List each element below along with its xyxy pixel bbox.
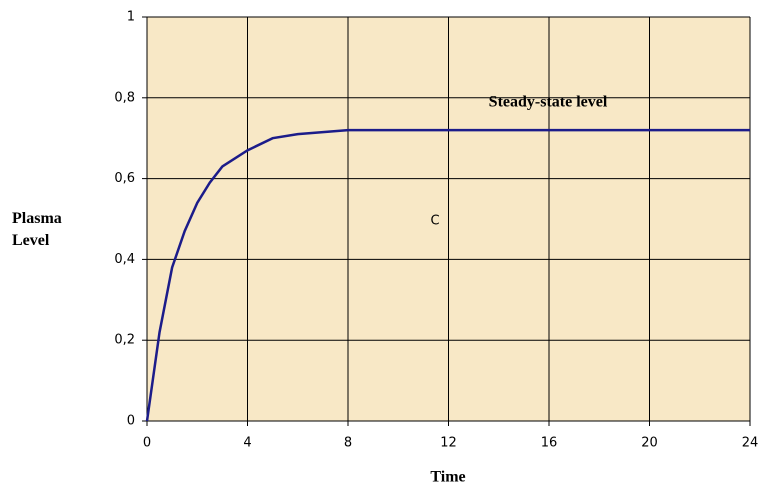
y-axis-label: Plasma Level: [12, 210, 62, 249]
x-tick-label: 0: [143, 436, 151, 451]
y-tick-label: 0,8: [114, 90, 135, 105]
annotation: C: [430, 214, 439, 229]
y-tick-label: 1: [127, 10, 135, 25]
x-axis-label: Time: [430, 469, 465, 486]
y-tick-label: 0,2: [114, 333, 135, 348]
y-tick-label: 0,6: [114, 171, 135, 186]
x-tick-label: 24: [742, 436, 758, 451]
x-tick-label: 4: [243, 436, 251, 451]
y-tick-label: 0: [127, 414, 135, 429]
x-tick-label: 16: [541, 436, 558, 451]
annotation: Steady-state level: [489, 94, 608, 111]
x-tick-label: 8: [344, 436, 352, 451]
y-tick-label: 0,4: [114, 252, 135, 267]
line: [145, 128, 750, 422]
x-tick-label: 20: [641, 436, 658, 451]
x-tick-label: 12: [440, 436, 457, 451]
